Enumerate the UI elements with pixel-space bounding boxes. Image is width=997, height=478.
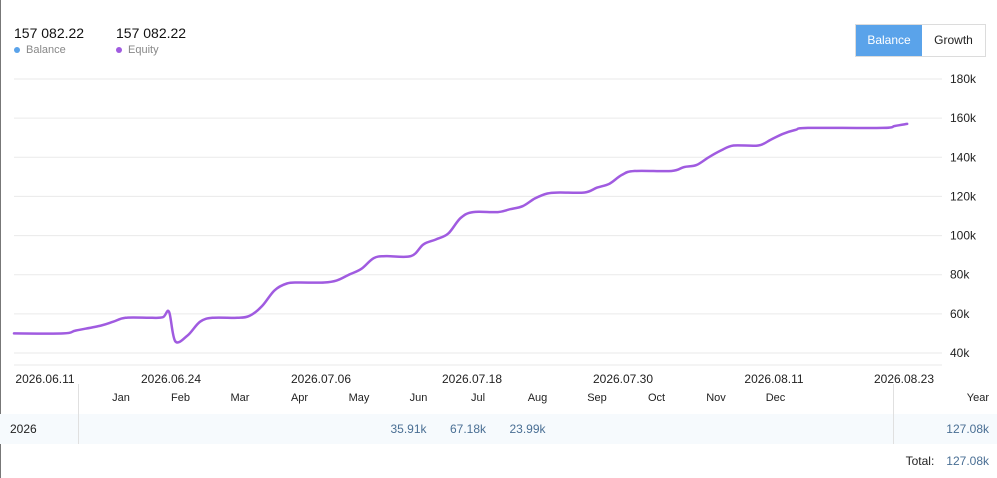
x-tick-label: 2026.08.11 [744, 372, 803, 386]
growth-toggle-button[interactable]: Growth [922, 25, 985, 56]
year-label: 2026 [10, 422, 37, 436]
equity-series-line [12, 122, 909, 344]
y-axis-ticks: 180k 160k 140k 120k 100k 80k 60k 40k [950, 72, 977, 360]
x-tick-label: 2026.07.30 [593, 372, 653, 386]
balance-label: Balance [26, 44, 66, 56]
year-total-value: 127.08k [946, 422, 989, 436]
month-header-oct: Oct [647, 392, 666, 404]
month-value-jun[interactable]: 35.91k [390, 422, 427, 436]
month-header-mar: Mar [230, 392, 250, 404]
y-tick-label: 160k [950, 111, 977, 125]
x-tick-label: 2026.06.11 [15, 372, 74, 386]
year-column-header: Year [966, 392, 989, 404]
total-value: 127.08k [946, 454, 989, 468]
y-tick-label: 120k [950, 189, 977, 203]
monthly-header-row: Year Jan Feb Mar Apr May Jun Jul Aug Sep Oct Nov De… [0, 384, 997, 414]
month-header-apr: Apr [290, 392, 309, 404]
total-label: Total: [905, 454, 935, 468]
y-tick-label: 140k [950, 150, 977, 164]
month-header-feb: Feb [171, 392, 190, 404]
month-header-aug: Aug [527, 392, 548, 404]
table-left-separator [78, 384, 79, 444]
y-tick-label: 100k [950, 229, 977, 243]
x-tick-label: 2026.08.23 [874, 372, 934, 386]
year-row-2026: 2026 127.08k 35.91k 67.18k 23.99k [0, 414, 997, 444]
chart-mode-toggle: Balance Growth [855, 24, 986, 57]
balance-legend-label: Balance [14, 44, 84, 56]
month-header-sep: Sep [587, 392, 607, 404]
balance-value: 157 082.22 [14, 25, 85, 41]
table-right-separator [893, 384, 894, 444]
legend-equity[interactable]: 157 082.22 Equity [116, 25, 186, 56]
equity-dot-icon [116, 47, 122, 53]
y-tick-label: 60k [950, 307, 970, 321]
month-header-nov: Nov [706, 392, 726, 404]
month-header-jan: Jan [112, 392, 130, 404]
month-header-dec: Dec [765, 392, 786, 404]
x-tick-label: 2026.06.24 [141, 372, 201, 386]
chart-grid [14, 78, 942, 366]
month-header-jul: Jul [470, 392, 486, 404]
y-tick-label: 80k [950, 268, 970, 282]
total-row: Total: 127.08k [906, 454, 989, 468]
y-tick-label: 40k [950, 346, 970, 360]
left-border [0, 0, 1, 478]
month-header-may: May [348, 392, 370, 404]
equity-label: Equity [128, 44, 159, 56]
month-value-jul[interactable]: 67.18k [449, 422, 487, 436]
x-tick-label: 2026.07.18 [442, 372, 502, 386]
equity-legend-label: Equity [116, 44, 186, 56]
x-tick-label: 2026.07.06 [291, 372, 351, 386]
equity-chart: 180k 160k 140k 120k 100k 80k 60k 40k 2026.06.11… [12, 72, 977, 386]
equity-value: 157 082.22 [116, 25, 187, 41]
month-header-jun: Jun [409, 392, 428, 404]
balance-toggle-button[interactable]: Balance [856, 25, 922, 56]
x-axis-ticks: 2026.06.11 2026.06.24 2026.07.06 2026.07.18… [15, 372, 934, 386]
y-tick-label: 180k [950, 72, 977, 86]
legend-balance[interactable]: 157 082.22 Balance [14, 25, 84, 56]
month-value-aug[interactable]: 23.99k [509, 422, 546, 436]
balance-dot-icon [14, 47, 20, 53]
chart-series [12, 122, 909, 344]
